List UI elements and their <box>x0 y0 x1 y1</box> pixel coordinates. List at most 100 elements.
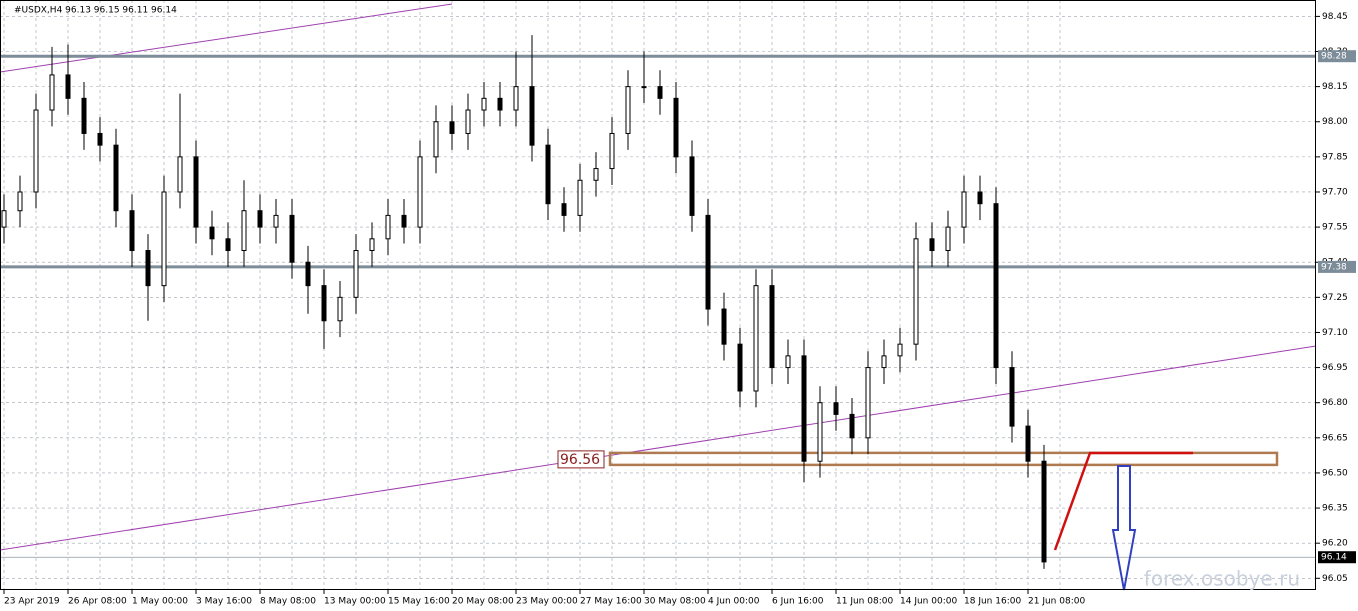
candle-body <box>609 132 615 170</box>
candle-body <box>289 214 295 263</box>
x-tick-label: 30 May 08:00 <box>644 597 706 607</box>
x-tick-label: 13 May 00:00 <box>324 597 386 607</box>
candle-body <box>801 355 807 462</box>
candle-body <box>145 250 151 287</box>
candle-body <box>449 121 455 134</box>
plot-frame <box>0 0 1316 590</box>
x-tick-label: 11 Jun 08:00 <box>836 597 893 607</box>
x-tick-label: 26 Apr 08:00 <box>68 597 127 607</box>
candle-body <box>753 285 759 392</box>
y-tick-label: 97.10 <box>1322 328 1348 338</box>
candle-body <box>1041 460 1047 563</box>
candle-body <box>241 210 247 252</box>
candle-body <box>737 343 743 392</box>
candle-body <box>673 97 679 158</box>
candle-body <box>913 238 919 345</box>
x-tick-label: 21 Jun 08:00 <box>1028 597 1085 607</box>
x-tick-label: 6 Jun 16:00 <box>772 597 824 607</box>
x-tick-label: 14 Jun 00:00 <box>900 597 957 607</box>
candle-body <box>321 285 327 322</box>
candle-body <box>225 238 231 252</box>
candle-body <box>625 86 631 134</box>
y-tick-label: 97.25 <box>1322 293 1348 303</box>
candle-body <box>113 144 119 212</box>
y-tick-label: 96.50 <box>1322 468 1348 478</box>
candle-body <box>369 238 375 252</box>
trend-line <box>0 345 1317 551</box>
candle-body <box>465 109 471 134</box>
x-tick-label: 8 May 08:00 <box>260 597 316 607</box>
candle-body <box>657 86 663 99</box>
x-tick-label: 1 May 00:00 <box>132 597 188 607</box>
level-label: 97.38 <box>1321 262 1347 272</box>
candle-body <box>81 97 87 134</box>
candle-body <box>65 74 71 99</box>
x-tick-label: 18 Jun 16:00 <box>964 597 1021 607</box>
candle-body <box>33 109 39 193</box>
candle-body <box>481 97 487 111</box>
candle-body <box>529 86 535 146</box>
plot <box>0 35 1316 569</box>
candle-body <box>337 296 343 322</box>
candle-body <box>545 144 551 205</box>
y-tick-label: 96.35 <box>1322 504 1348 514</box>
candle-body <box>513 86 519 111</box>
down-arrow <box>1111 465 1137 591</box>
candle-body <box>945 226 951 252</box>
zone-label: 96.56 <box>560 452 600 468</box>
candle-body <box>593 168 599 181</box>
candle-body <box>129 210 135 252</box>
candle-body <box>305 261 311 287</box>
candle-body <box>577 179 583 216</box>
y-tick-label: 96.20 <box>1322 539 1348 549</box>
y-tick-label: 98.45 <box>1322 12 1348 22</box>
candle-body <box>865 367 871 439</box>
zone-box <box>608 451 1279 467</box>
y-tick-label: 96.05 <box>1322 574 1348 584</box>
candle-body <box>849 413 855 439</box>
candle-body <box>417 156 423 228</box>
candle-body <box>1009 367 1015 427</box>
y-tick-label: 97.85 <box>1322 152 1348 162</box>
candle-body <box>209 226 215 240</box>
y-tick-label: 98.15 <box>1322 82 1348 92</box>
y-tick-label: 97.55 <box>1322 223 1348 233</box>
candle-body <box>705 214 711 310</box>
candle-body <box>833 402 839 415</box>
candle-body <box>401 214 407 228</box>
chart-title: #USDX,H4 96.13 96.15 96.11 96.14 <box>14 6 177 16</box>
candle-body <box>161 191 167 287</box>
trend-line <box>0 3 453 73</box>
y-tick-label: 96.65 <box>1322 433 1348 443</box>
level-label-box <box>1318 260 1356 273</box>
candle-body <box>721 308 727 345</box>
x-tick-label: 23 May 00:00 <box>516 597 578 607</box>
candle-body <box>385 214 391 240</box>
candle-body <box>353 250 359 298</box>
candle-body <box>49 74 55 111</box>
candle-body <box>561 203 567 216</box>
candle-body <box>881 355 887 369</box>
candle-body <box>497 97 503 111</box>
candle-body <box>257 210 263 228</box>
candle-body <box>689 156 695 216</box>
zone-label-box <box>557 450 605 469</box>
watermark: forex.osobye.ru <box>1144 567 1300 591</box>
candle-body <box>897 343 903 357</box>
y-tick-label: 96.80 <box>1322 398 1348 408</box>
y-tick-label: 97.70 <box>1322 187 1348 197</box>
candle-body <box>641 86 647 89</box>
candle-body <box>1 210 7 228</box>
y-tick-label: 96.95 <box>1322 363 1348 373</box>
candle-body <box>817 402 823 462</box>
x-tick-label: 15 May 16:00 <box>388 597 450 607</box>
candle-body <box>97 132 103 146</box>
candle-body <box>177 156 183 193</box>
y-tick-label: 98.00 <box>1322 117 1348 127</box>
candle-body <box>17 191 23 212</box>
price-label-box <box>1318 551 1356 564</box>
candle-body <box>961 191 967 228</box>
level-label: 98.28 <box>1321 52 1347 62</box>
